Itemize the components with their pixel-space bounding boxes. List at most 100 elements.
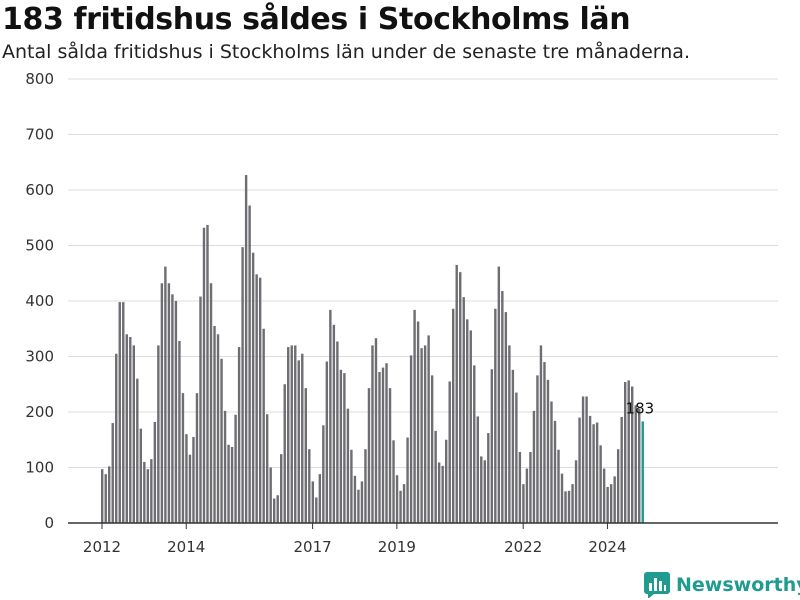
- bar: [174, 301, 178, 523]
- bar: [588, 415, 592, 523]
- bar: [606, 486, 609, 523]
- y-tick-label: 100: [25, 459, 54, 477]
- bar: [364, 449, 367, 523]
- bar: [325, 361, 329, 523]
- bar: [118, 302, 121, 523]
- bar: [318, 474, 322, 523]
- bar: [494, 308, 497, 523]
- bar: [329, 309, 332, 523]
- bar: [620, 417, 623, 523]
- bar: [483, 460, 486, 523]
- bar: [406, 437, 409, 523]
- bar: [346, 408, 350, 523]
- bar-latest: [641, 421, 644, 523]
- bar: [511, 369, 515, 523]
- chart-title: 183 fritidshus såldes i Stockholms län: [2, 2, 631, 37]
- bar: [143, 461, 146, 523]
- bar: [420, 348, 423, 523]
- bar: [150, 459, 153, 523]
- bar: [515, 392, 518, 523]
- bar: [104, 474, 107, 523]
- bar: [536, 375, 539, 523]
- bar: [476, 416, 479, 523]
- y-tick-label: 200: [25, 403, 54, 421]
- bar: [216, 334, 220, 523]
- bar: [181, 393, 185, 523]
- bar: [522, 484, 525, 523]
- brand-logo: Newsworthy: [644, 570, 800, 600]
- bar: [543, 362, 546, 523]
- bar: [136, 378, 139, 523]
- bar: [195, 393, 199, 523]
- bar: [399, 490, 402, 523]
- bar: [227, 444, 230, 523]
- bar: [311, 481, 315, 524]
- bar: [581, 396, 585, 523]
- bar: [473, 365, 476, 523]
- bar: [557, 449, 560, 523]
- y-tick-label: 600: [25, 181, 54, 199]
- bar: [448, 381, 451, 523]
- bar: [258, 277, 262, 523]
- bar: [638, 408, 641, 523]
- bar: [385, 363, 388, 523]
- bar: [209, 283, 213, 523]
- bar: [304, 388, 307, 523]
- bar: [501, 291, 504, 523]
- bar: [585, 396, 588, 523]
- bar: [602, 468, 606, 523]
- bar: [381, 367, 385, 523]
- bar: [609, 484, 613, 523]
- bar: [357, 489, 360, 523]
- bar: [336, 341, 339, 523]
- bar: [339, 369, 343, 523]
- bar: [441, 465, 444, 523]
- bar: [437, 462, 441, 523]
- bar: [132, 345, 135, 523]
- x-tick-label: 2017: [294, 538, 332, 556]
- bar: [444, 439, 448, 523]
- bar: [402, 484, 406, 523]
- bar: [546, 379, 550, 523]
- x-tick-label: 2024: [588, 538, 626, 556]
- latest-value-label: 183: [626, 399, 655, 417]
- bar: [129, 337, 132, 523]
- bar: [578, 417, 581, 523]
- x-tick-label: 2014: [167, 538, 205, 556]
- bar: [462, 297, 465, 523]
- bar: [262, 328, 265, 523]
- bar: [244, 175, 248, 523]
- bar: [301, 353, 304, 523]
- bar: [539, 345, 543, 523]
- bar: [508, 345, 511, 523]
- bar: [371, 345, 374, 523]
- bar: [350, 449, 353, 523]
- bar: [452, 308, 455, 523]
- bar: [290, 345, 293, 523]
- bar: [564, 491, 567, 523]
- bar: [560, 473, 564, 523]
- bar: [480, 456, 483, 523]
- bar: [434, 430, 437, 523]
- bar: [525, 468, 529, 523]
- bar: [146, 469, 150, 523]
- y-tick-label: 300: [25, 348, 54, 366]
- bar: [178, 340, 181, 523]
- bar: [532, 410, 536, 523]
- bar-chart-logo-icon: [644, 572, 670, 598]
- bar: [332, 324, 336, 523]
- bar: [413, 309, 416, 523]
- bar: [388, 388, 392, 523]
- bar: [122, 302, 125, 523]
- bar: [139, 428, 143, 523]
- bar: [574, 460, 578, 523]
- bar: [272, 498, 276, 523]
- x-tick-label: 2022: [504, 538, 542, 556]
- bar: [213, 325, 216, 523]
- bar: [276, 495, 279, 523]
- bar: [374, 338, 378, 523]
- bar: [234, 414, 237, 523]
- y-tick-label: 400: [25, 292, 54, 310]
- bar: [459, 272, 462, 523]
